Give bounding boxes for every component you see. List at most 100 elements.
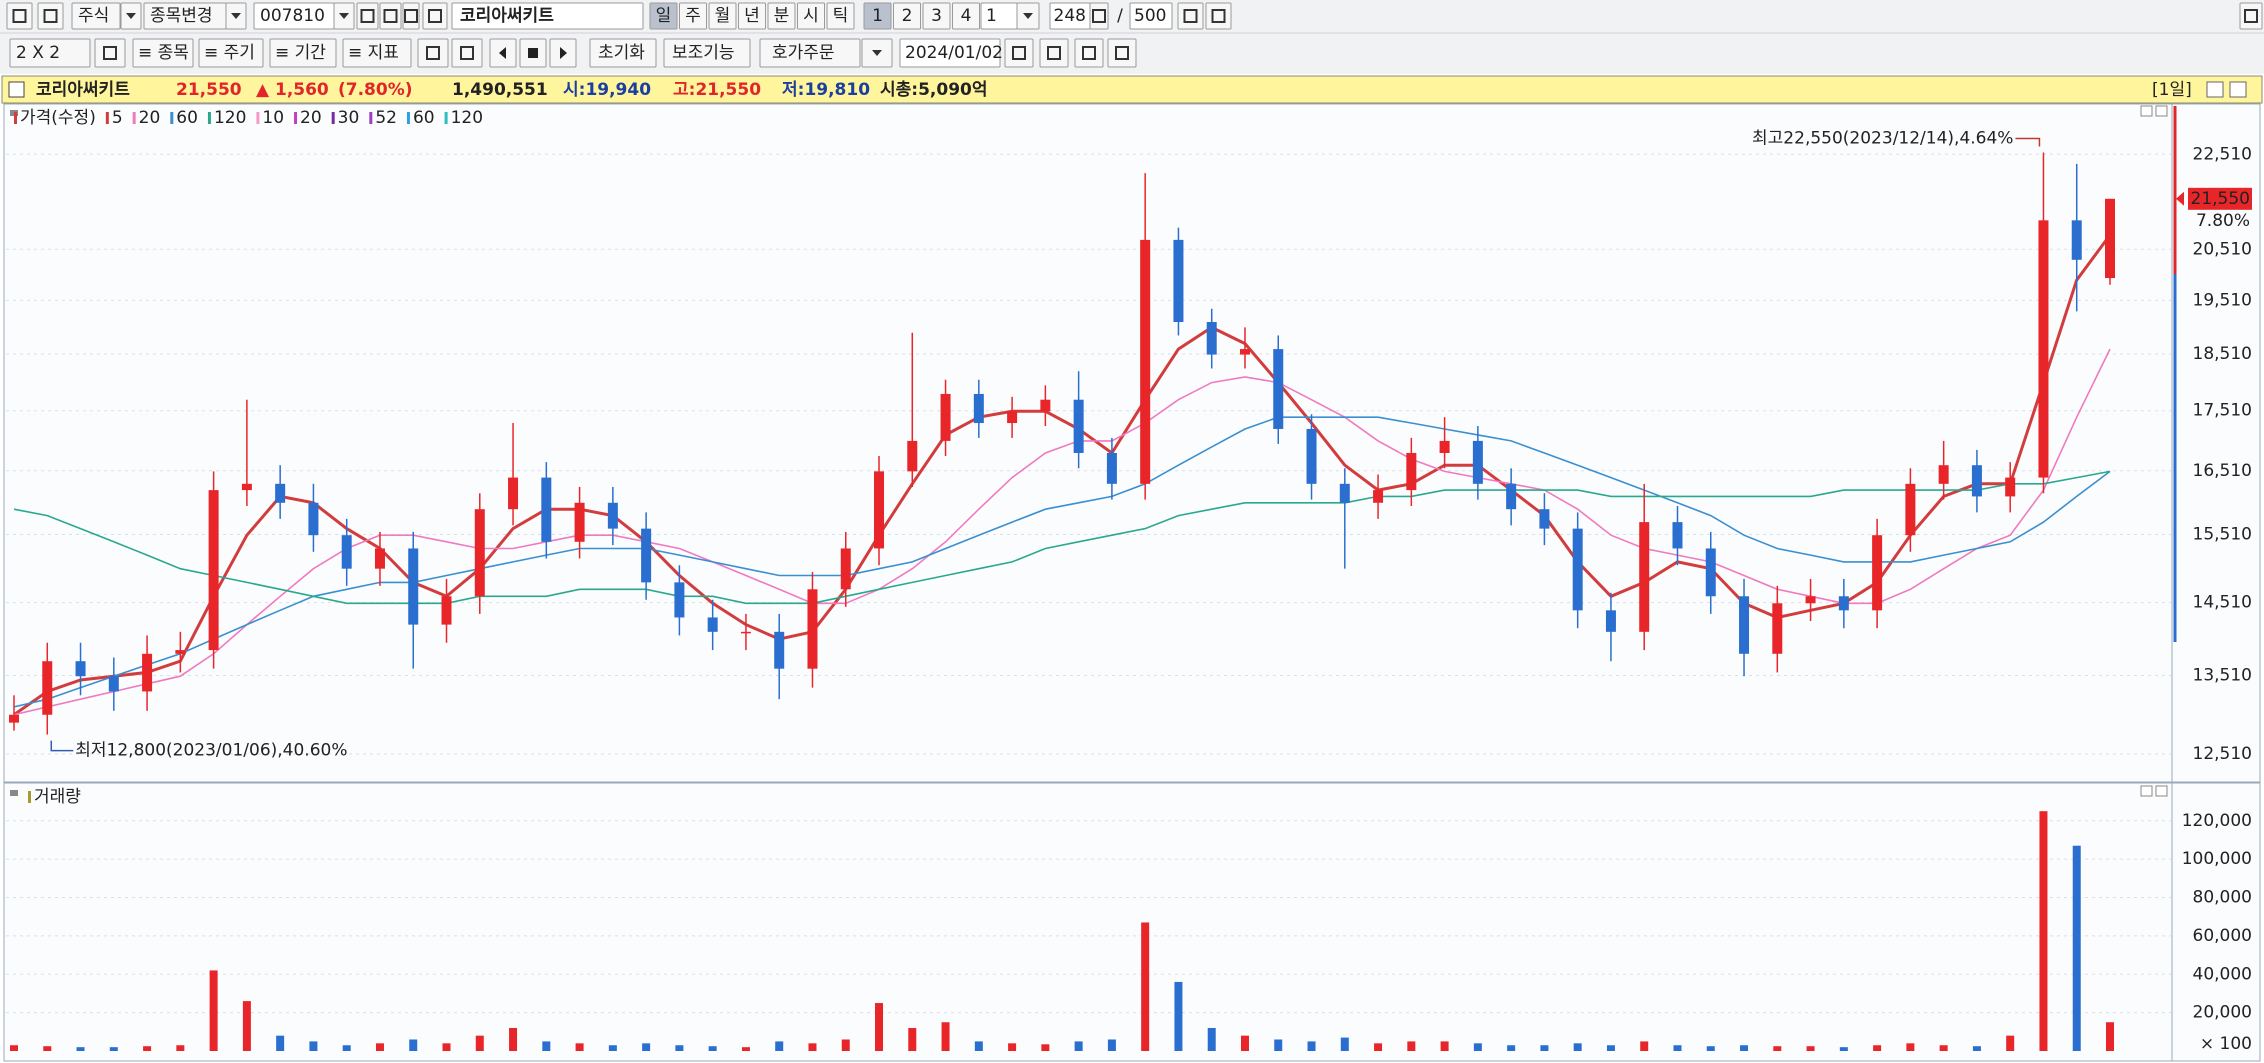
button-label: 틱 bbox=[833, 6, 849, 26]
volume-bar bbox=[2072, 845, 2081, 1051]
candle-body bbox=[1672, 522, 1683, 549]
button[interactable] bbox=[71, 2, 121, 30]
checkbox[interactable] bbox=[8, 81, 25, 98]
button[interactable] bbox=[342, 38, 412, 68]
button[interactable] bbox=[1039, 38, 1069, 68]
volume-bar bbox=[542, 1041, 551, 1051]
button[interactable] bbox=[417, 38, 449, 68]
button[interactable] bbox=[922, 2, 951, 30]
button[interactable] bbox=[708, 2, 737, 30]
button[interactable] bbox=[649, 2, 678, 30]
button[interactable] bbox=[94, 38, 126, 68]
dropdown-arrow bbox=[231, 13, 241, 19]
button[interactable] bbox=[759, 38, 861, 68]
volume-bar bbox=[1240, 1035, 1249, 1051]
dropdown-arrow bbox=[126, 13, 136, 19]
button[interactable] bbox=[663, 38, 751, 68]
candle-body bbox=[1239, 349, 1250, 355]
panel-button[interactable] bbox=[2155, 105, 2168, 117]
button[interactable] bbox=[6, 2, 33, 30]
volume-bar bbox=[575, 1043, 584, 1051]
candle-body bbox=[973, 393, 984, 424]
candle-body bbox=[1605, 610, 1616, 632]
button[interactable] bbox=[37, 2, 64, 30]
info-low: 저:19,810 bbox=[782, 80, 870, 100]
button[interactable] bbox=[826, 2, 855, 30]
y-tick-label: 15,510 bbox=[2193, 525, 2252, 545]
panel-button[interactable] bbox=[2140, 785, 2153, 797]
candle-body bbox=[308, 502, 319, 536]
window-button[interactable] bbox=[2206, 81, 2224, 98]
y-tick-label: 18,510 bbox=[2193, 344, 2252, 364]
button[interactable] bbox=[589, 38, 657, 68]
y-tick-label: 20,510 bbox=[2193, 239, 2252, 259]
button[interactable] bbox=[1205, 2, 1232, 30]
icon-glyph bbox=[1211, 9, 1226, 23]
volume-bar bbox=[10, 1045, 18, 1051]
panel-button[interactable] bbox=[2140, 105, 2153, 117]
candle-body bbox=[907, 440, 918, 472]
volume-bar bbox=[1640, 1041, 1649, 1051]
button[interactable] bbox=[1004, 38, 1034, 68]
info-change-rate: (7.80%) bbox=[338, 80, 413, 100]
icon-glyph bbox=[404, 9, 418, 23]
button[interactable] bbox=[1107, 38, 1137, 68]
button[interactable] bbox=[893, 2, 921, 30]
volume-bar bbox=[309, 1041, 318, 1051]
volume-bar bbox=[2039, 811, 2048, 1051]
button[interactable] bbox=[952, 2, 980, 30]
button[interactable] bbox=[422, 2, 448, 30]
candle-body bbox=[1472, 440, 1483, 484]
candle-body bbox=[2038, 220, 2049, 478]
button[interactable] bbox=[379, 2, 402, 30]
button-label: 1 bbox=[986, 6, 997, 26]
button[interactable] bbox=[132, 38, 194, 68]
button[interactable] bbox=[797, 2, 825, 30]
button[interactable] bbox=[767, 2, 796, 30]
volume-bar bbox=[1606, 1045, 1615, 1051]
button[interactable] bbox=[269, 38, 337, 68]
input-field[interactable] bbox=[451, 2, 644, 30]
button-label: 년 bbox=[744, 6, 760, 26]
info-volume: 1,490,551 bbox=[452, 80, 548, 100]
volume-bar bbox=[1407, 1041, 1416, 1051]
candle-body bbox=[374, 548, 385, 569]
last-price-tag bbox=[2188, 187, 2252, 210]
button[interactable] bbox=[738, 2, 766, 30]
button[interactable] bbox=[679, 2, 707, 30]
icon-glyph bbox=[1115, 46, 1129, 60]
candle-body bbox=[1905, 483, 1916, 536]
button[interactable] bbox=[1074, 38, 1104, 68]
candle-body bbox=[2105, 198, 2115, 279]
button[interactable] bbox=[356, 2, 379, 30]
button-label: 초기화 bbox=[598, 43, 645, 63]
button-label: ≡ 지표 bbox=[348, 43, 399, 63]
input-field[interactable] bbox=[899, 38, 1001, 68]
candle-body bbox=[9, 714, 19, 723]
price-panel bbox=[3, 103, 2261, 783]
volume-bar bbox=[1573, 1043, 1582, 1051]
legend-label: 20 bbox=[139, 108, 161, 128]
button[interactable] bbox=[451, 38, 483, 68]
nav-glyph bbox=[560, 47, 567, 59]
unit-label: × 100 bbox=[2200, 1034, 2252, 1054]
input-field[interactable] bbox=[1129, 2, 1173, 30]
legend-swatch bbox=[406, 112, 410, 124]
button-label: 분 bbox=[774, 6, 790, 26]
volume-bar bbox=[1207, 1027, 1216, 1051]
nav-glyph bbox=[528, 48, 538, 58]
button[interactable] bbox=[1177, 2, 1204, 30]
button[interactable] bbox=[863, 2, 892, 30]
volume-bar bbox=[2006, 1035, 2015, 1051]
button-label: 2024/01/02 bbox=[905, 43, 1003, 63]
y-tick-label: 80,000 bbox=[2193, 888, 2252, 908]
button[interactable] bbox=[2239, 2, 2263, 30]
icon-glyph bbox=[43, 9, 58, 23]
window-button[interactable] bbox=[2229, 81, 2247, 98]
panel-button[interactable] bbox=[2155, 785, 2168, 797]
candle-body bbox=[1007, 411, 1018, 424]
button[interactable] bbox=[9, 38, 91, 68]
volume-bar bbox=[109, 1047, 118, 1051]
button[interactable] bbox=[198, 38, 264, 68]
